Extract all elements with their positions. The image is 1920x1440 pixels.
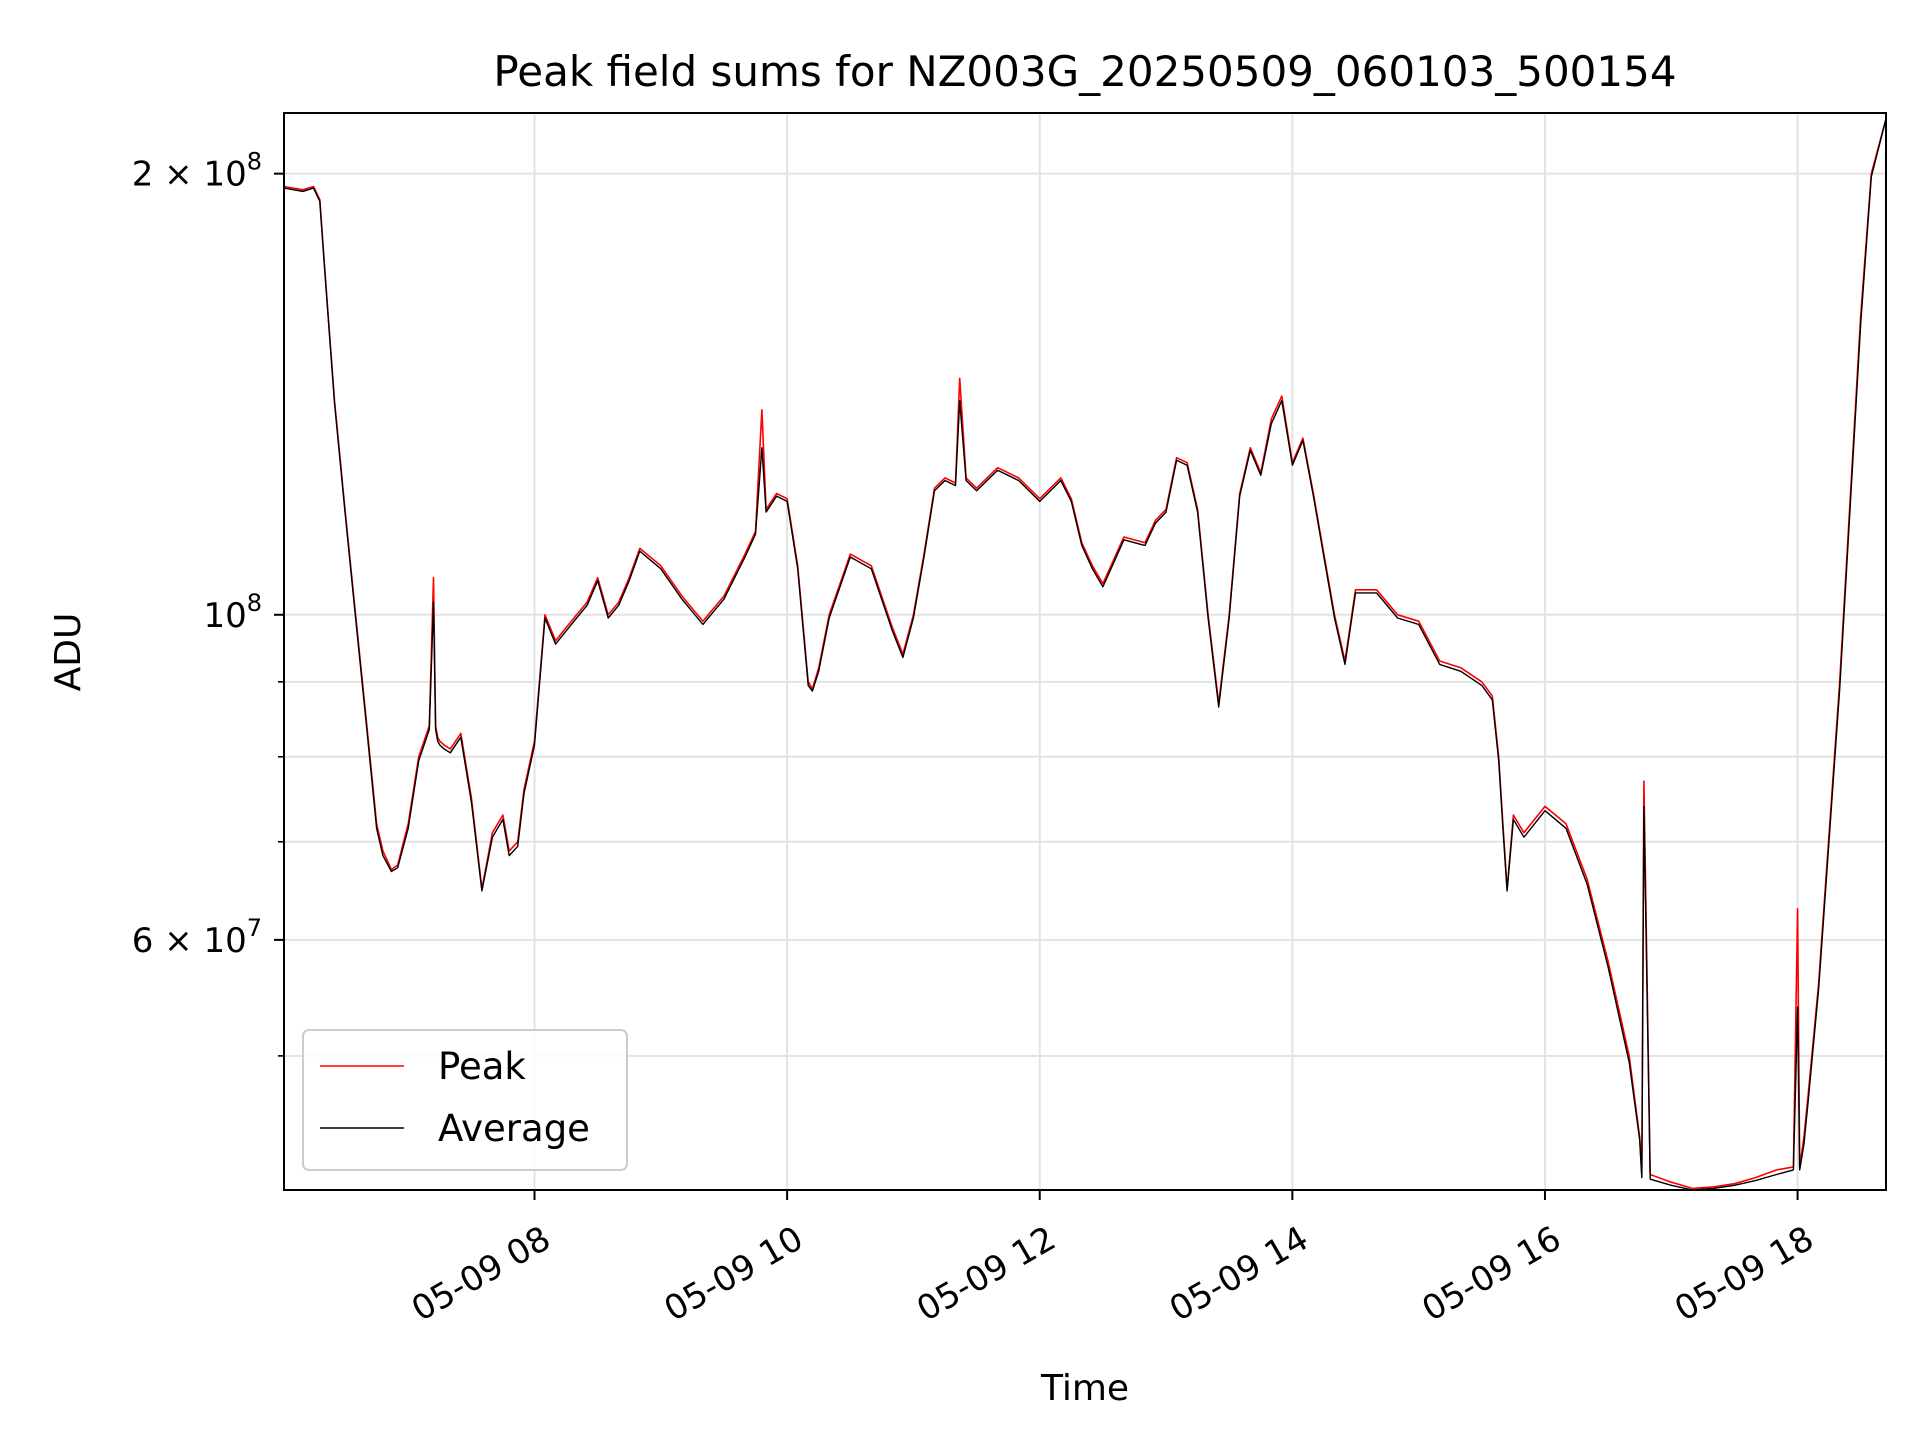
y-tick-label-exponent: 8 [247,589,262,617]
y-tick-label-base: 10 [203,596,246,636]
y-tick-label: 108 [203,589,262,636]
legend-label-peak: Peak [438,1045,526,1088]
grid [284,113,1886,1190]
ticks [274,172,1799,1200]
series-line-average [283,118,1887,1191]
series-line-peak [283,118,1887,1190]
legend: Peak Average [302,1029,628,1171]
y-tick-label-exponent: 7 [247,914,262,942]
plot-area-background [284,113,1886,1190]
y-tick-label: 6 × 107 [132,914,262,961]
y-axis-label: ADU [48,613,89,692]
x-axis-label: Time [1040,1368,1129,1409]
series-layer [283,118,1887,1191]
legend-frame [302,1029,628,1171]
chart-title: Peak field sums for NZ003G_20250509_0601… [493,47,1676,96]
y-tick-label-base: 2 × 10 [132,155,247,195]
y-tick-label: 2 × 108 [132,148,262,195]
y-tick-label-exponent: 8 [247,148,262,176]
plot-frame [283,112,1887,1191]
y-tick-label-base: 6 × 10 [132,921,247,961]
legend-label-average: Average [438,1107,590,1150]
